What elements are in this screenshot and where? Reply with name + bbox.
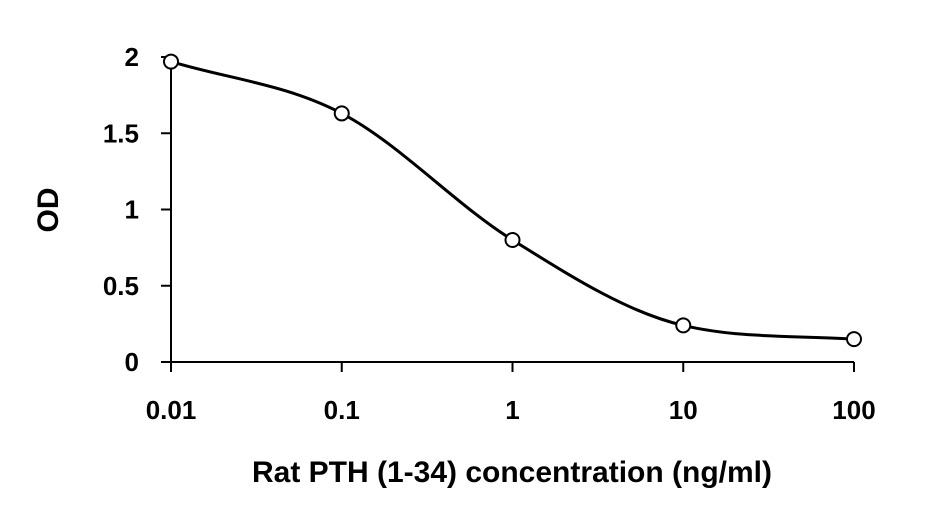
x-tick-label: 0.01 bbox=[146, 395, 197, 425]
y-tick-label: 1.5 bbox=[103, 118, 139, 148]
y-tick-label: 0 bbox=[125, 347, 139, 377]
data-point bbox=[675, 317, 692, 334]
plot-area: 0 0.5 1 1.5 2 0.01 0.1 1 10 100 bbox=[103, 42, 876, 425]
series-line bbox=[170, 60, 855, 341]
x-ticks: 0.01 0.1 1 10 100 bbox=[146, 362, 876, 425]
y-tick-label: 2 bbox=[125, 42, 139, 72]
y-tick-label: 1 bbox=[125, 195, 139, 225]
y-ticks: 0 0.5 1 1.5 2 bbox=[103, 42, 171, 377]
x-tick-label: 100 bbox=[832, 395, 875, 425]
data-point bbox=[333, 105, 350, 122]
data-point bbox=[163, 53, 179, 70]
x-axis-title: Rat PTH (1-34) concentration (ng/ml) bbox=[252, 456, 772, 489]
data-points bbox=[163, 53, 862, 348]
data-point bbox=[846, 331, 862, 348]
y-axis-title: OD bbox=[32, 188, 65, 233]
x-tick-label: 10 bbox=[669, 395, 698, 425]
y-tick-label: 0.5 bbox=[103, 271, 139, 301]
x-tick-label: 0.1 bbox=[324, 395, 360, 425]
x-tick-label: 1 bbox=[505, 395, 519, 425]
data-point bbox=[504, 232, 521, 248]
